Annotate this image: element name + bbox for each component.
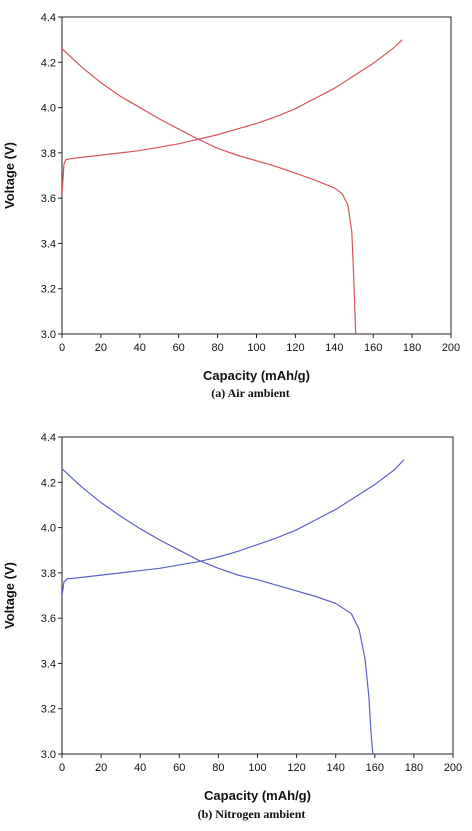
x-tick-label: 80 bbox=[212, 762, 224, 774]
x-tick-label: 100 bbox=[247, 342, 265, 354]
x-tick-label: 200 bbox=[442, 342, 460, 354]
charge-curve bbox=[62, 459, 405, 596]
x-tick-label: 200 bbox=[444, 762, 462, 774]
x-tick-label: 180 bbox=[403, 342, 421, 354]
y-tick-label: 4.2 bbox=[41, 57, 56, 69]
x-tick-label: 80 bbox=[211, 342, 223, 354]
y-tick-label: 3.6 bbox=[41, 193, 56, 205]
y-tick-label: 4.0 bbox=[41, 523, 56, 535]
charge-curve bbox=[62, 39, 403, 194]
y-tick-label: 3.8 bbox=[41, 568, 56, 580]
chart-caption: (a) Air ambient bbox=[211, 386, 289, 400]
discharge-curve bbox=[62, 468, 374, 754]
y-tick-label: 4.2 bbox=[41, 477, 56, 489]
y-tick-label: 3.6 bbox=[41, 613, 56, 625]
x-axis-label: Capacity (mAh/g) bbox=[203, 368, 310, 383]
x-tick-label: 20 bbox=[95, 342, 107, 354]
x-tick-label: 160 bbox=[364, 342, 382, 354]
x-tick-label: 160 bbox=[366, 762, 384, 774]
x-tick-label: 40 bbox=[134, 342, 146, 354]
y-tick-label: 3.4 bbox=[41, 238, 56, 250]
y-tick-label: 3.2 bbox=[41, 704, 56, 716]
x-tick-label: 0 bbox=[59, 342, 65, 354]
x-tick-label: 120 bbox=[286, 342, 304, 354]
y-axis-label: Voltage (V) bbox=[2, 142, 17, 209]
x-tick-label: 40 bbox=[134, 762, 146, 774]
x-axis-label: Capacity (mAh/g) bbox=[204, 788, 311, 803]
chart-b: 0 20 40 60 80 100 120 140 160 180 200 3.0 3.2 3.4 3.6 3… bbox=[2, 432, 462, 821]
y-tick-label: 4.4 bbox=[41, 12, 56, 24]
x-tick-label: 0 bbox=[59, 762, 65, 774]
plot-frame bbox=[61, 436, 454, 755]
x-tick-label: 180 bbox=[405, 762, 423, 774]
y-tick-label: 3.4 bbox=[41, 658, 56, 670]
x-tick-label: 140 bbox=[327, 762, 345, 774]
y-tick-label: 4.0 bbox=[41, 103, 56, 115]
y-tick-label: 3.8 bbox=[41, 148, 56, 160]
x-tick-label: 60 bbox=[173, 762, 185, 774]
x-tick-label: 100 bbox=[248, 762, 266, 774]
y-tick-label: 3.0 bbox=[41, 749, 56, 761]
x-tick-label: 120 bbox=[287, 762, 305, 774]
chart-caption: (b) Nitrogen ambient bbox=[198, 807, 306, 821]
x-tick-label: 140 bbox=[325, 342, 343, 354]
y-tick-label: 3.2 bbox=[41, 284, 56, 296]
chart-a: 0 20 40 60 80 100 120 140 160 180 200 3.0 3.2 3.4 3.6 3… bbox=[2, 12, 460, 400]
y-axis-label: Voltage (V) bbox=[2, 562, 17, 629]
plot-frame bbox=[61, 16, 452, 335]
x-tick-label: 20 bbox=[95, 762, 107, 774]
y-tick-label: 4.4 bbox=[41, 432, 56, 444]
discharge-curve bbox=[62, 48, 357, 334]
x-tick-label: 60 bbox=[173, 342, 185, 354]
y-tick-label: 3.0 bbox=[41, 329, 56, 341]
